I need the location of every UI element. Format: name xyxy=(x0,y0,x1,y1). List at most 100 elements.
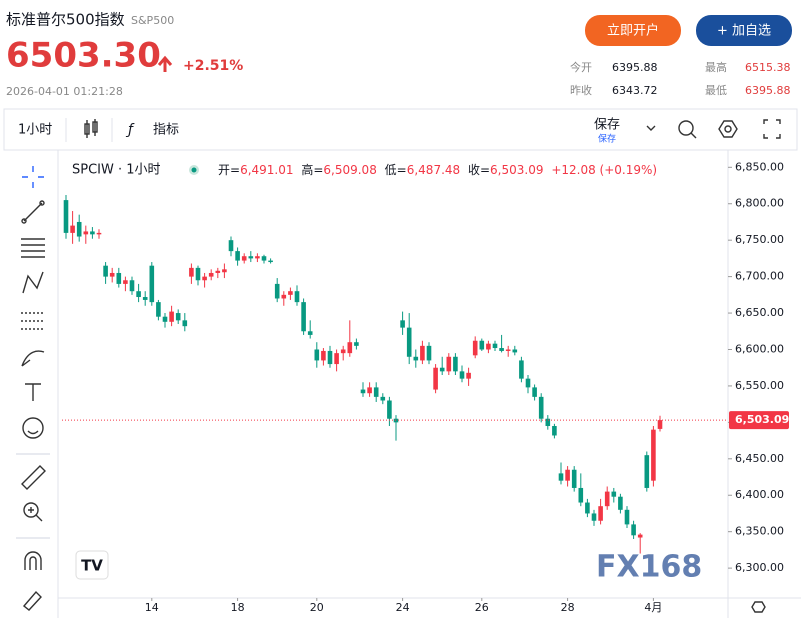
candle-body xyxy=(189,267,194,277)
open-account-button[interactable] xyxy=(585,15,681,46)
x-tick-label: 20 xyxy=(310,601,324,614)
x-tick-label: 14 xyxy=(145,601,159,614)
candle-body xyxy=(261,256,267,261)
candle-body xyxy=(354,342,359,346)
candle-body xyxy=(552,426,557,436)
candle-body xyxy=(116,272,122,284)
y-tick-label: 6,750.00 xyxy=(735,233,784,246)
candle-body xyxy=(433,367,438,390)
candle-body xyxy=(347,342,353,354)
watermark: FX168 xyxy=(596,550,702,585)
candle-body xyxy=(380,396,386,401)
stat-value: 6395.88 xyxy=(745,84,791,97)
stat-value: 6395.88 xyxy=(612,61,658,74)
legend-value: 6,491.01 xyxy=(240,163,293,177)
indicators-button[interactable]: 指标 xyxy=(153,123,179,138)
candle-body xyxy=(103,265,108,277)
legend-value: 6,487.48 xyxy=(407,163,460,177)
legend-value: 6,503.09 xyxy=(490,163,543,177)
y-tick-label: 6,700.00 xyxy=(735,270,784,283)
legend-label: 开= xyxy=(218,163,240,177)
candle-body xyxy=(571,469,577,488)
candle-body xyxy=(228,240,234,252)
candle-body xyxy=(222,269,227,273)
stat-value: 6343.72 xyxy=(612,84,658,97)
up-arrow xyxy=(157,55,173,72)
candle-body xyxy=(472,340,478,356)
candle-body xyxy=(651,429,656,481)
candle-body xyxy=(241,256,247,261)
y-tick-label: 6,450.00 xyxy=(735,452,784,465)
plot: 6,300.006,350.006,400.006,450.006,500.00… xyxy=(62,160,789,614)
candle-body xyxy=(387,400,392,419)
drawing-tools[interactable] xyxy=(16,166,50,611)
y-tick-label: 6,650.00 xyxy=(735,306,784,319)
candle-body xyxy=(340,349,346,354)
candle-body xyxy=(525,378,531,388)
x-tick-label: 4月 xyxy=(644,601,662,614)
toolbar xyxy=(3,108,798,151)
candle-body xyxy=(499,348,504,351)
tv-logo-box xyxy=(75,550,109,580)
candle-body xyxy=(400,320,405,328)
y-tick-label: 6,550.00 xyxy=(735,379,784,392)
change: +2.51% xyxy=(183,58,243,74)
candle-body xyxy=(558,473,564,481)
candle-body xyxy=(288,291,293,295)
candle-body xyxy=(532,387,537,397)
watchlist-button[interactable] xyxy=(696,15,792,46)
stat-label: 最低 xyxy=(705,84,727,97)
axis-settings[interactable] xyxy=(751,601,766,613)
candle-body xyxy=(512,349,518,353)
candle-body xyxy=(182,320,188,327)
last-price-label: 6,503.09 xyxy=(735,413,789,426)
candle-body xyxy=(492,343,498,349)
legend-label: 低= xyxy=(385,163,407,177)
candle-body xyxy=(314,349,320,361)
candle-body xyxy=(420,345,425,361)
settings-button[interactable] xyxy=(718,120,738,138)
candle-body xyxy=(591,513,597,521)
candle-body xyxy=(70,225,75,233)
alert-button[interactable] xyxy=(678,120,697,139)
price: 6503.30 xyxy=(6,36,161,76)
candle-body xyxy=(90,231,95,235)
button-label[interactable]: 立即开户 xyxy=(607,23,659,39)
chart-type-button[interactable] xyxy=(84,119,98,138)
candle-body xyxy=(545,418,551,427)
candle-body xyxy=(565,469,570,481)
candle-body xyxy=(142,297,148,300)
candle-body xyxy=(301,302,306,332)
chart-title: SPCIW · 1小时 xyxy=(72,163,161,178)
button-label[interactable]: + 加自选 xyxy=(717,24,771,39)
legend-label: 收= xyxy=(468,163,490,177)
interval-button[interactable]: 1小时 xyxy=(18,123,52,138)
fullscreen-button[interactable] xyxy=(763,119,781,139)
candle-body xyxy=(631,524,636,536)
candle-body xyxy=(360,389,366,394)
candle-body xyxy=(129,280,135,292)
candle-body xyxy=(479,340,485,350)
settings-center xyxy=(724,125,732,133)
candle-body xyxy=(248,256,254,259)
y-tick-label: 6,400.00 xyxy=(735,488,784,501)
candle-body xyxy=(175,313,181,321)
candle-body xyxy=(578,487,584,503)
candle-body xyxy=(585,502,590,514)
x-tick-label: 26 xyxy=(475,601,489,614)
candle-body xyxy=(294,291,300,303)
save-menu[interactable] xyxy=(646,125,656,131)
y-tick-label: 6,350.00 xyxy=(735,525,784,538)
candle-body xyxy=(538,396,544,419)
candle-body xyxy=(459,371,465,379)
candle-body xyxy=(76,221,82,237)
instrument-code: S&P500 xyxy=(131,14,174,27)
candle-body xyxy=(598,506,603,521)
x-tick-label: 28 xyxy=(561,601,575,614)
stat-value: 6515.38 xyxy=(745,61,791,74)
candle-body xyxy=(149,265,155,303)
y-tick-label: 6,800.00 xyxy=(735,197,784,210)
save-button[interactable]: 保存 xyxy=(594,118,620,133)
